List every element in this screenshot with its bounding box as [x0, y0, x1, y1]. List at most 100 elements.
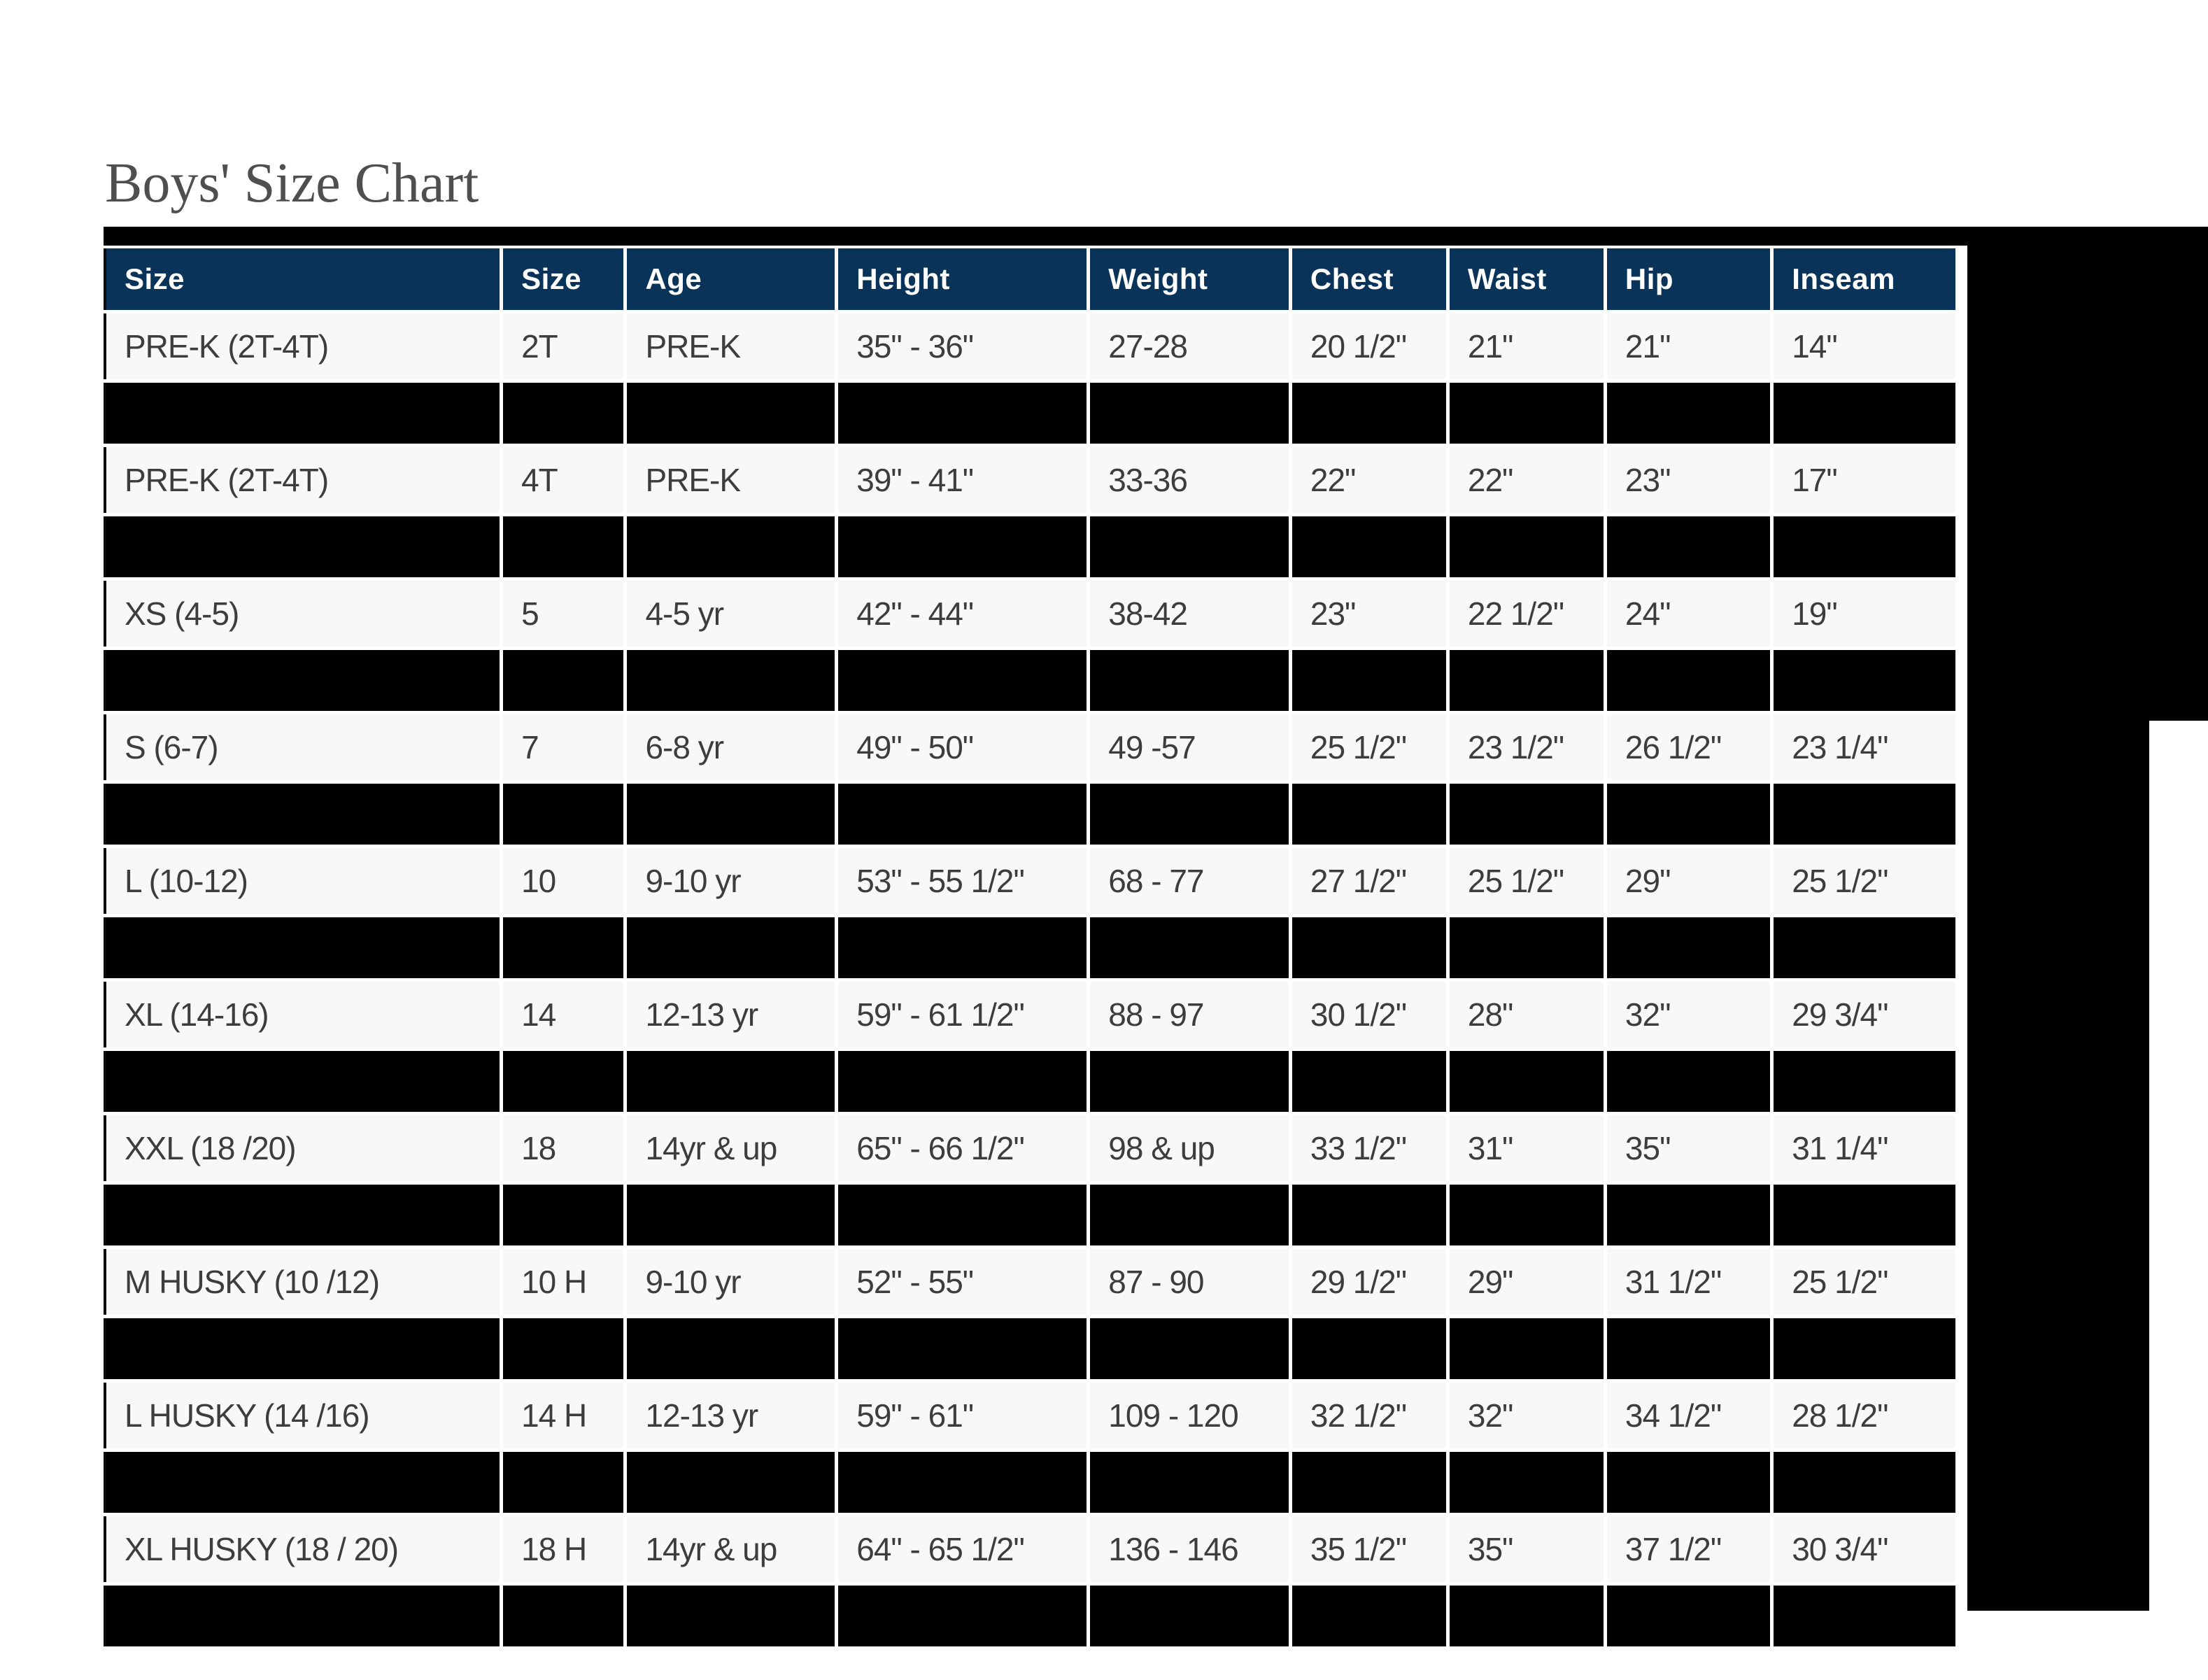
table-cell: 29 1/2" [1290, 1247, 1450, 1318]
redacted-cell [1605, 648, 1774, 714]
redacted-cell [1605, 915, 1774, 982]
column-header-hip-7: Hip [1605, 248, 1774, 313]
redacted-cell [105, 1450, 504, 1516]
table-cell: 25 1/2" [1290, 712, 1450, 784]
table-cell: 32" [1448, 1381, 1607, 1452]
table-row: L (10-12) 10 9-10 yr 53" - 55 1/2" 68 - 77 27… [105, 846, 1959, 917]
table-cell: 23" [1290, 579, 1450, 650]
redacted-cell [1290, 514, 1450, 581]
redacted-row [105, 1316, 1959, 1383]
redacted-cell [836, 381, 1091, 447]
table-cell: 22" [1290, 445, 1450, 516]
redacted-cell [1771, 648, 1959, 714]
redacted-cell [1088, 1183, 1292, 1249]
table-cell: 14yr & up [625, 1113, 839, 1185]
redacted-cell [836, 915, 1091, 982]
redacted-cell [501, 782, 628, 848]
redacted-cell [1605, 514, 1774, 581]
table-cell: 53" - 55 1/2" [836, 846, 1091, 917]
redacted-cell [836, 1049, 1091, 1115]
column-header-waist-6: Waist [1448, 248, 1607, 313]
redacted-cell [836, 1316, 1091, 1383]
redacted-cell [105, 782, 504, 848]
table-cell: 59" - 61" [836, 1381, 1091, 1452]
redacted-cell [1771, 915, 1959, 982]
column-header-weight-4: Weight [1088, 248, 1292, 313]
table-cell: 6-8 yr [625, 712, 839, 784]
redacted-cell [836, 1583, 1091, 1650]
redacted-cell [1290, 1450, 1450, 1516]
table-cell: 88 - 97 [1088, 980, 1292, 1051]
table-cell: 29 3/4" [1771, 980, 1959, 1051]
redacted-row [105, 782, 1959, 848]
redacted-cell [625, 648, 839, 714]
redacted-cell [1771, 782, 1959, 848]
table-cell: 9-10 yr [625, 1247, 839, 1318]
table-cell: 14 [501, 980, 628, 1051]
table-cell: 5 [501, 579, 628, 650]
redacted-cell [1605, 1316, 1774, 1383]
redacted-row [105, 1450, 1959, 1516]
table-cell: L HUSKY (14 /16) [105, 1381, 504, 1452]
redacted-cell [1290, 782, 1450, 848]
table-cell: PRE-K [625, 445, 839, 516]
redacted-cell [1605, 1583, 1774, 1650]
redacted-cell [625, 381, 839, 447]
redacted-cell [501, 1316, 628, 1383]
redacted-row [105, 648, 1959, 714]
table-cell: XS (4-5) [105, 579, 504, 650]
table-cell: 35" [1605, 1113, 1774, 1185]
redacted-cell [501, 648, 628, 714]
table-cell: 35" [1448, 1514, 1607, 1586]
redacted-cell [105, 381, 504, 447]
redacted-cell [1448, 1049, 1607, 1115]
redacted-cell [625, 1450, 839, 1516]
table-row: M HUSKY (10 /12) 10 H 9-10 yr 52" - 55" 87 -… [105, 1247, 1959, 1318]
column-header-height-3: Height [836, 248, 1091, 313]
table-cell: 9-10 yr [625, 846, 839, 917]
table-cell: 21" [1448, 311, 1607, 383]
table-cell: 7 [501, 712, 628, 784]
redacted-cell [1605, 381, 1774, 447]
redacted-cell [1448, 381, 1607, 447]
table-cell: 31" [1448, 1113, 1607, 1185]
redacted-cell [1448, 915, 1607, 982]
redacted-cell [1448, 782, 1607, 848]
table-cell: 42" - 44" [836, 579, 1091, 650]
redacted-cell [836, 1183, 1091, 1249]
redacted-cell [1771, 381, 1959, 447]
redacted-cell [1448, 1183, 1607, 1249]
redacted-row [105, 514, 1959, 581]
redacted-cell [501, 514, 628, 581]
redacted-cell [1290, 648, 1450, 714]
redacted-cell [1088, 782, 1292, 848]
column-header-size-1: Size [501, 248, 628, 313]
table-cell: 23 1/2" [1448, 712, 1607, 784]
redacted-cell [1771, 1583, 1959, 1650]
table-row: L HUSKY (14 /16) 14 H 12-13 yr 59" - 61" 109… [105, 1381, 1959, 1452]
column-header-inseam-8: Inseam [1771, 248, 1959, 313]
redacted-cell [1771, 1183, 1959, 1249]
table-cell: 14 H [501, 1381, 628, 1452]
redacted-cell [105, 1316, 504, 1383]
redacted-cell [625, 1183, 839, 1249]
redacted-row [105, 1183, 1959, 1249]
size-chart-table: Size Size Age Height Weight Chest Waist Hip Inse… [104, 248, 1959, 1650]
table-cell: XL (14-16) [105, 980, 504, 1051]
table-cell: 22" [1448, 445, 1607, 516]
table-cell: 12-13 yr [625, 1381, 839, 1452]
column-header-chest-5: Chest [1290, 248, 1450, 313]
redacted-cell [836, 514, 1091, 581]
table-cell: 34 1/2" [1605, 1381, 1774, 1452]
redacted-cell [501, 1583, 628, 1650]
table-cell: 35" - 36" [836, 311, 1091, 383]
table-cell: 49" - 50" [836, 712, 1091, 784]
table-cell: 19" [1771, 579, 1959, 650]
header-row: Size Size Age Height Weight Chest Waist Hip Inse… [105, 248, 1959, 313]
table-cell: 21" [1605, 311, 1774, 383]
redacted-cell [625, 915, 839, 982]
table-cell: 28 1/2" [1771, 1381, 1959, 1452]
table-cell: 2T [501, 311, 628, 383]
table-cell: 27 1/2" [1290, 846, 1450, 917]
